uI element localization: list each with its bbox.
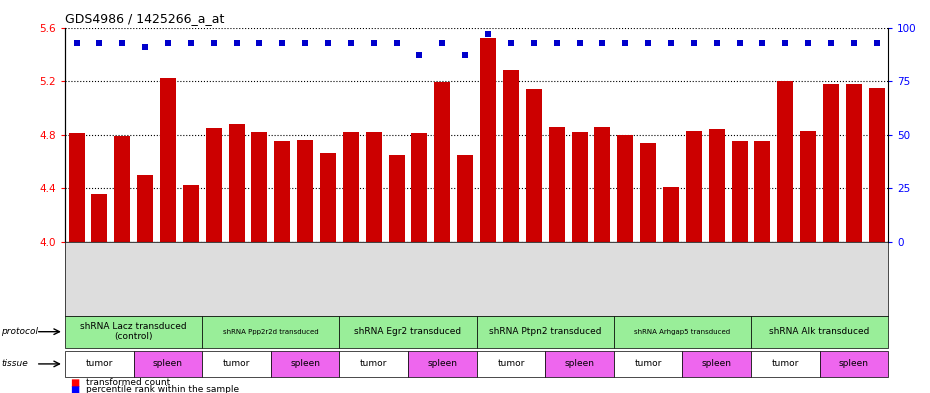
Point [435,39,450,46]
Text: spleen: spleen [153,360,183,368]
Bar [663,187,679,242]
Bar [229,124,245,242]
Bar [114,136,130,242]
Text: tumor: tumor [634,360,662,368]
Text: GDS4986 / 1425266_a_at: GDS4986 / 1425266_a_at [65,12,224,25]
Bar [91,193,107,242]
Text: shRNA Alk transduced: shRNA Alk transduced [769,327,870,336]
Bar [411,133,428,242]
Point [503,39,518,46]
Text: ■: ■ [70,385,79,393]
Point [618,39,632,46]
Point [801,39,816,46]
Bar [251,132,268,242]
Bar [754,141,770,242]
Point [710,39,724,46]
Text: protocol: protocol [1,327,38,336]
Point [526,39,541,46]
Point [138,44,153,50]
Bar [389,155,405,242]
Bar [846,84,862,242]
Point [69,39,84,46]
Bar [343,132,359,242]
Point [412,52,427,59]
Bar [69,133,85,242]
Point [114,39,129,46]
Text: spleen: spleen [839,360,869,368]
Text: tumor: tumor [223,360,250,368]
Text: transformed count: transformed count [86,378,171,387]
Point [161,39,176,46]
Bar [274,141,290,242]
Point [870,39,884,46]
Bar [823,84,839,242]
Text: shRNA Arhgap5 transduced: shRNA Arhgap5 transduced [634,329,730,335]
Bar [525,89,542,242]
Point [252,39,267,46]
Point [206,39,221,46]
Text: spleen: spleen [701,360,732,368]
Bar [549,127,565,242]
Bar [869,88,884,242]
Bar [640,143,656,242]
Point [663,39,678,46]
Point [275,39,290,46]
Point [458,52,472,59]
Bar [137,175,153,242]
Bar [732,141,748,242]
Bar [160,78,176,242]
Bar [298,140,313,242]
Text: tissue: tissue [1,360,28,368]
Point [824,39,839,46]
Text: tumor: tumor [86,360,113,368]
Point [389,39,404,46]
Bar [685,130,702,242]
Text: ■: ■ [70,378,79,388]
Text: shRNA Ppp2r2d transduced: shRNA Ppp2r2d transduced [223,329,319,335]
Point [481,31,496,37]
Bar [365,132,381,242]
Point [846,39,861,46]
Text: shRNA Egr2 transduced: shRNA Egr2 transduced [354,327,461,336]
Bar [572,132,588,242]
Bar [594,127,610,242]
Bar [777,81,793,242]
Point [366,39,381,46]
Text: tumor: tumor [772,360,799,368]
Text: tumor: tumor [360,360,388,368]
Bar [458,155,473,242]
Point [550,39,565,46]
Text: shRNA Lacz transduced
(control): shRNA Lacz transduced (control) [80,322,187,342]
Text: percentile rank within the sample: percentile rank within the sample [86,386,240,393]
Point [777,39,792,46]
Point [595,39,610,46]
Text: spleen: spleen [427,360,458,368]
Text: spleen: spleen [290,360,320,368]
Point [343,39,358,46]
Bar [434,83,450,242]
Bar [320,153,336,242]
Text: spleen: spleen [565,360,594,368]
Text: shRNA Ptpn2 transduced: shRNA Ptpn2 transduced [489,327,602,336]
Bar [183,185,199,242]
Point [732,39,747,46]
Point [298,39,312,46]
Point [183,39,198,46]
Point [229,39,244,46]
Text: tumor: tumor [498,360,525,368]
Point [572,39,587,46]
Bar [206,128,221,242]
Point [686,39,701,46]
Bar [503,70,519,242]
Point [641,39,656,46]
Bar [800,130,817,242]
Bar [618,134,633,242]
Point [755,39,770,46]
Bar [480,38,496,242]
Point [92,39,107,46]
Bar [709,129,724,242]
Point [321,39,336,46]
